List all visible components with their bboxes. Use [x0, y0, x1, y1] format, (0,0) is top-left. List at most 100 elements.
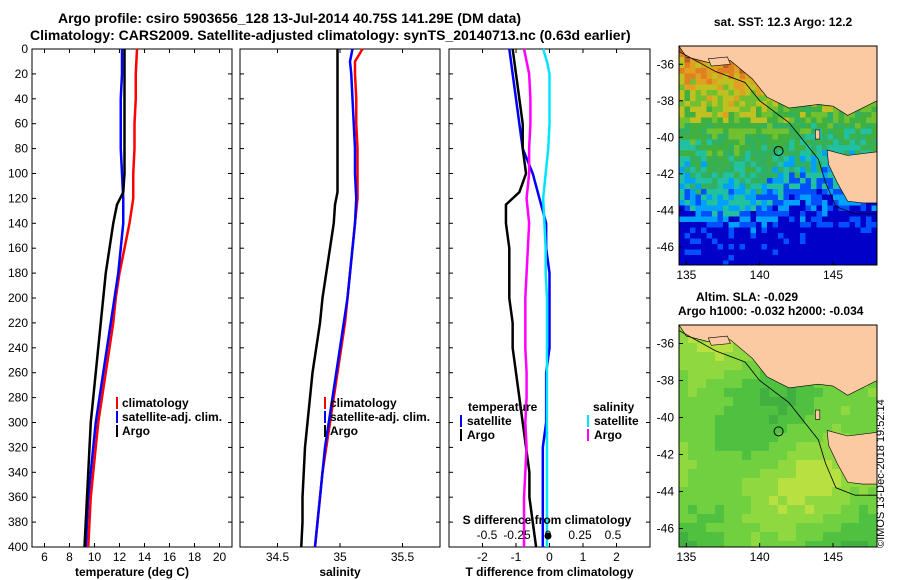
map-cell [850, 397, 860, 407]
map-cell [690, 128, 696, 135]
map-cell [715, 415, 725, 425]
map-cell [679, 227, 685, 234]
map-cell [761, 183, 768, 190]
map-cell [814, 460, 824, 470]
map-cell [859, 514, 869, 524]
map-cell [838, 233, 845, 239]
map-cell [866, 233, 872, 239]
map-cell [706, 249, 713, 256]
map-cell [855, 128, 861, 135]
map-cell [739, 233, 746, 239]
map-cell [866, 123, 872, 129]
map-cell [794, 222, 801, 228]
map-cell [733, 487, 743, 497]
map-cell [805, 442, 815, 452]
map-cell [811, 134, 817, 140]
map-cell [778, 487, 788, 497]
map-cell [841, 415, 851, 425]
map-cell [739, 205, 746, 212]
map-cell [751, 469, 761, 479]
map-cell [760, 406, 770, 416]
map-x-tick-label: 135 [676, 550, 696, 564]
map-cell [684, 183, 691, 190]
map-cell [684, 194, 691, 201]
temperature-plot-frame [31, 48, 233, 548]
map-cell [715, 442, 725, 452]
map-cell [723, 255, 729, 261]
map-cell [778, 172, 784, 179]
map-cell [756, 101, 762, 107]
map-cell [761, 255, 768, 261]
map-cell [767, 211, 773, 217]
map-cell [712, 178, 718, 184]
map-cell [739, 95, 746, 102]
map-cell [866, 106, 872, 113]
map-cell [739, 216, 746, 223]
temperature-x-tick-label: 14 [138, 550, 152, 564]
map-cell [742, 496, 752, 506]
map-cell [833, 189, 839, 195]
map-cell [761, 216, 768, 223]
map-cell [679, 487, 689, 497]
map-cell [723, 167, 729, 173]
map-cell [868, 532, 877, 542]
map-cell [679, 95, 685, 102]
map-cell [772, 260, 779, 265]
map-cell [823, 496, 833, 506]
map-cell [850, 505, 860, 515]
map-cell [695, 238, 702, 245]
map-cell [739, 84, 746, 91]
map-cell [717, 249, 724, 256]
map-cell [745, 238, 751, 245]
map-cell [796, 469, 806, 479]
map-cell [750, 227, 757, 234]
map-cell [684, 90, 691, 96]
map-cell [832, 487, 842, 497]
map-cell [679, 112, 685, 118]
map-y-tick-label: -40 [657, 130, 675, 144]
map-cell [761, 128, 768, 135]
map-cell [728, 79, 735, 85]
map-cell [723, 134, 729, 140]
map-cell [717, 145, 724, 151]
map-cell [679, 150, 685, 157]
legend-title-salinity: salinity [593, 400, 635, 414]
map-cell [794, 260, 801, 265]
map-cell [679, 352, 689, 362]
map-cell [706, 451, 716, 461]
map-cell [787, 541, 797, 547]
map-cell [695, 134, 702, 140]
map-cell [701, 178, 707, 184]
map-cell [855, 222, 861, 228]
map-cell [728, 117, 735, 124]
map-cell [849, 233, 856, 239]
map-cell [805, 167, 812, 173]
map-cell [728, 227, 735, 234]
map-cell [706, 406, 716, 416]
map-cell [816, 194, 823, 201]
map-cell [769, 379, 779, 389]
map-cell [724, 532, 734, 542]
map-cell [690, 238, 696, 245]
map-cell [724, 388, 734, 398]
map-cell [860, 117, 867, 124]
map-cell [723, 227, 729, 234]
map-cell [684, 167, 691, 173]
map-cell [745, 183, 751, 190]
map-cell [769, 460, 779, 470]
map-cell [769, 433, 779, 443]
map-cell [679, 189, 685, 195]
map-cell [679, 460, 689, 470]
map-cell [684, 178, 691, 184]
map-x-tick-label: 140 [750, 550, 770, 564]
map-y-tick-label: -44 [657, 203, 675, 217]
map-cell [756, 205, 762, 212]
map-cell [701, 194, 707, 201]
map-cell [723, 95, 729, 102]
map-cell [794, 238, 801, 245]
map-cell [739, 249, 746, 256]
map-cell [750, 205, 757, 212]
map-cell [844, 205, 850, 212]
map-cell [827, 112, 834, 118]
map-cell [706, 433, 716, 443]
